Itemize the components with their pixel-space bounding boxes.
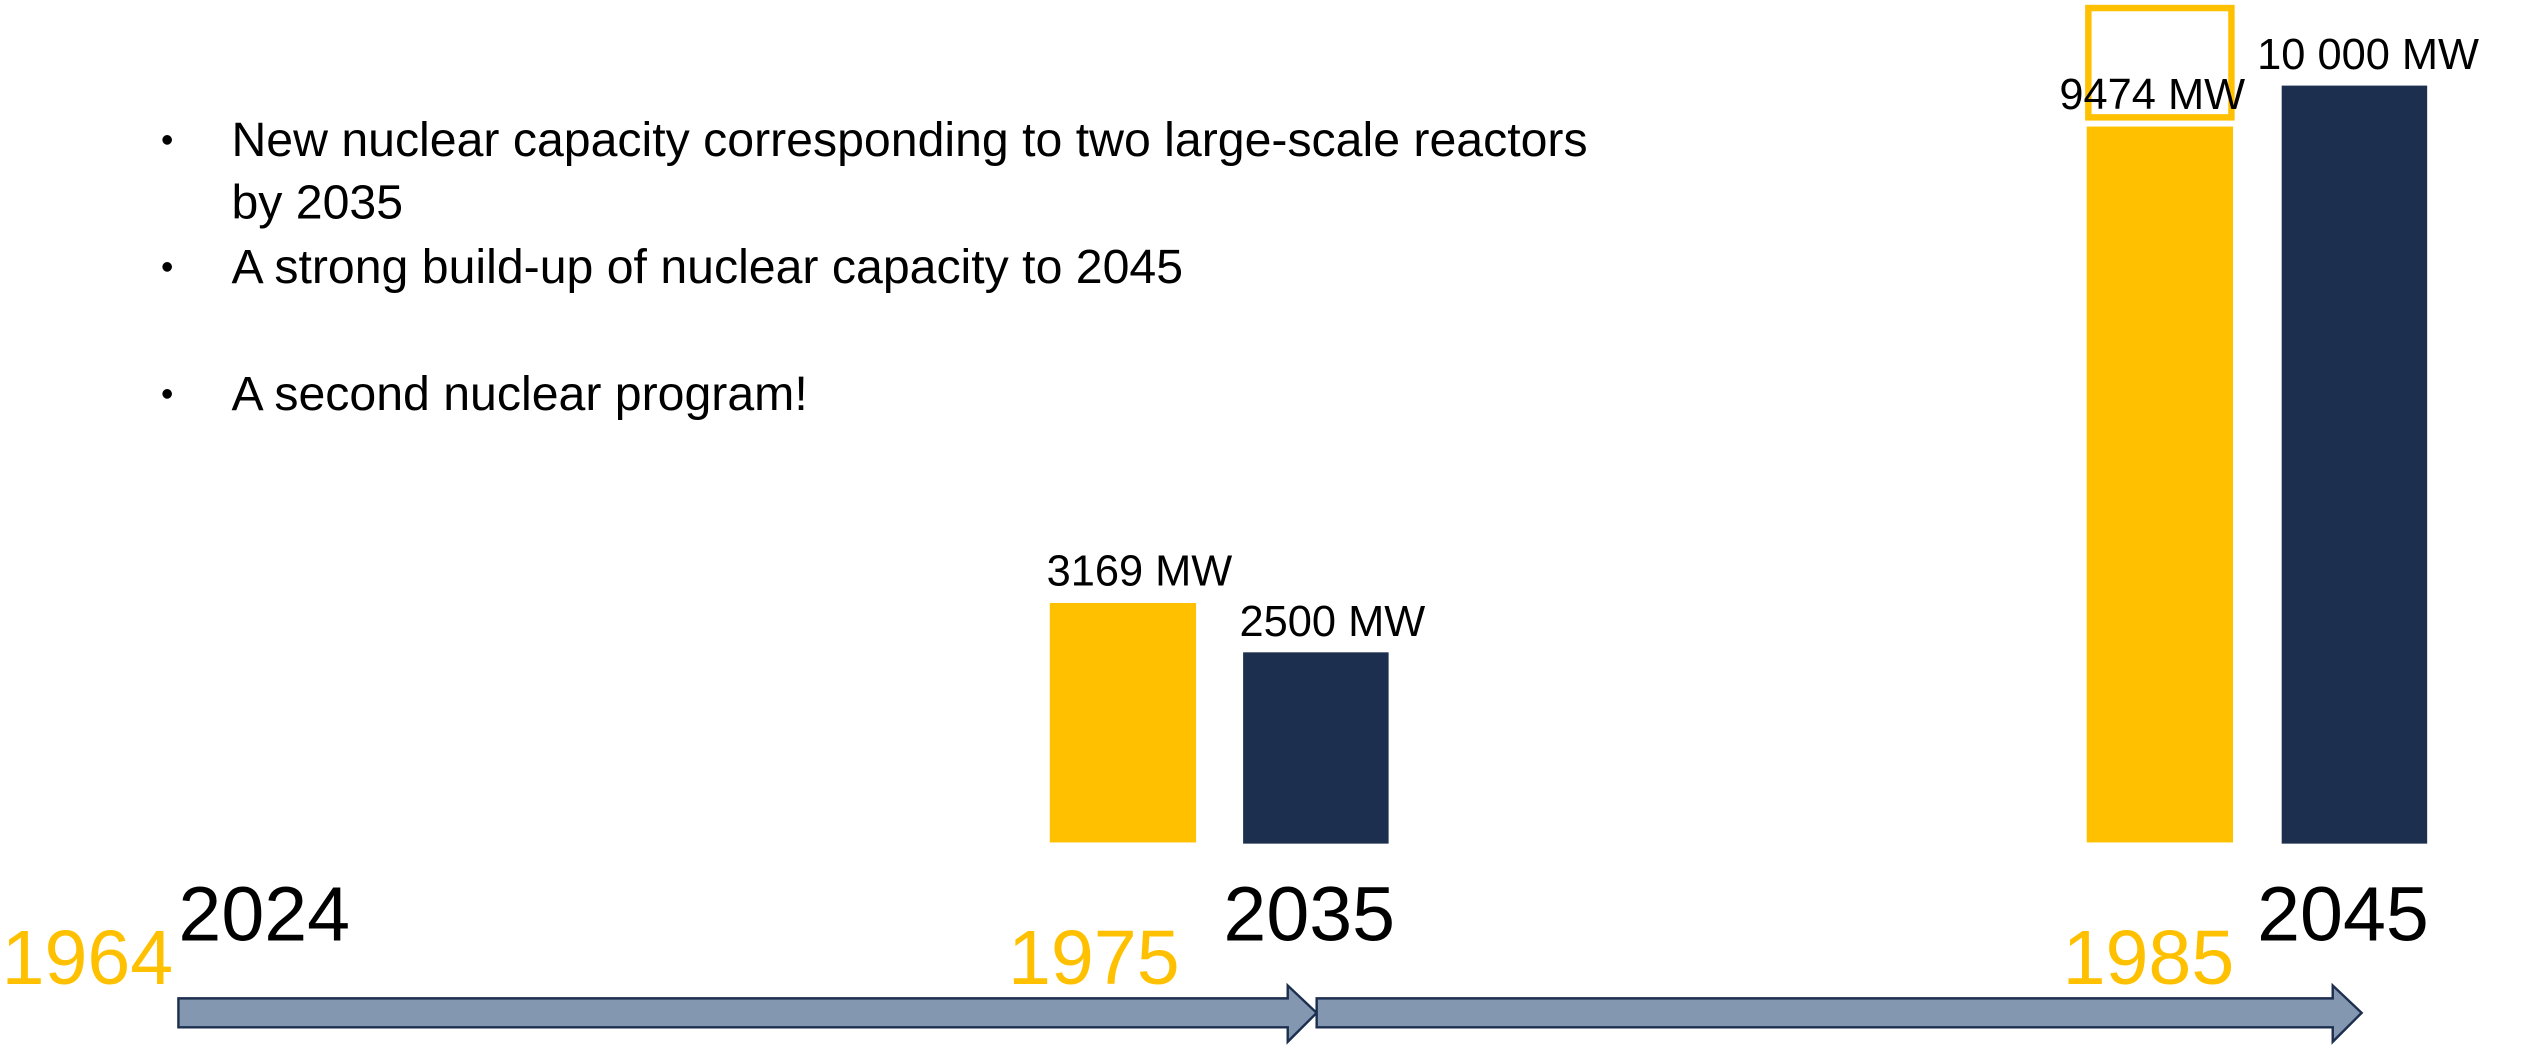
past-year: 1985: [2063, 915, 2235, 1001]
future-year: 2024: [178, 872, 350, 958]
capacity-bar: [1049, 602, 1197, 843]
capacity-bar: [2086, 126, 2234, 843]
past-year: 1964: [2, 915, 174, 1001]
capacity-bar: [1243, 652, 1389, 844]
bullet-dot: [162, 389, 172, 399]
highlight-box: [2085, 4, 2235, 121]
bullet-text: New nuclear capacity corresponding to tw…: [231, 113, 1587, 167]
past-year: 1975: [1008, 915, 1180, 1001]
bullet-text: by 2035: [231, 176, 403, 230]
future-year: 2035: [1223, 872, 1395, 958]
bar-label: 3169 MW: [1047, 547, 1233, 595]
bar-label: 9474 MW: [2059, 71, 2245, 119]
bullet-dot: [162, 262, 172, 272]
capacity-bar: [2281, 85, 2428, 844]
timeline-arrow: [177, 982, 1319, 1045]
bar-label: 10 000 MW: [2257, 31, 2479, 79]
bullet-dot: [162, 135, 172, 145]
future-year: 2045: [2257, 872, 2429, 958]
bar-label: 2500 MW: [1239, 598, 1425, 646]
timeline-arrow: [1315, 982, 2364, 1045]
bullet-text: A strong build-up of nuclear capacity to…: [231, 240, 1183, 294]
bullet-text: A second nuclear program!: [231, 367, 807, 421]
